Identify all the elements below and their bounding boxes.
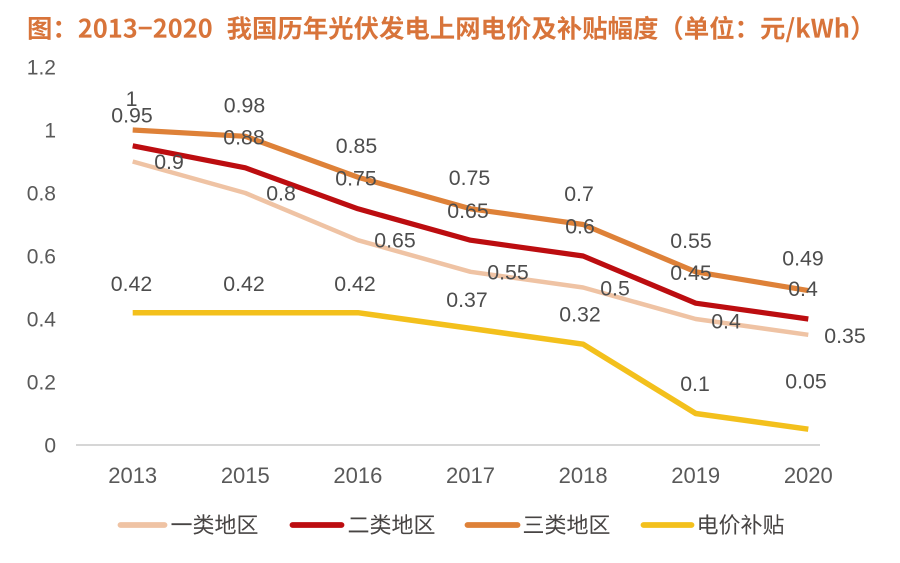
- svg-text:0.95: 0.95: [111, 103, 152, 127]
- svg-text:0.45: 0.45: [670, 261, 711, 285]
- svg-text:1.2: 1.2: [27, 57, 56, 80]
- svg-text:0.42: 0.42: [223, 272, 264, 296]
- svg-text:0.5: 0.5: [600, 277, 630, 301]
- svg-text:0.49: 0.49: [782, 247, 823, 271]
- svg-text:0.32: 0.32: [559, 303, 600, 327]
- svg-text:0.1: 0.1: [680, 372, 710, 396]
- svg-text:0.75: 0.75: [449, 166, 490, 190]
- svg-text:0.6: 0.6: [27, 246, 56, 269]
- svg-text:0.55: 0.55: [670, 229, 711, 253]
- svg-text:0.88: 0.88: [223, 126, 264, 150]
- svg-text:0.9: 0.9: [154, 150, 184, 174]
- svg-text:2016: 2016: [333, 463, 382, 488]
- svg-text:0.2: 0.2: [27, 372, 56, 395]
- svg-text:1: 1: [126, 87, 138, 111]
- svg-text:1: 1: [44, 120, 56, 143]
- svg-text:0.8: 0.8: [266, 182, 296, 206]
- svg-text:0.75: 0.75: [335, 167, 376, 191]
- svg-text:2013: 2013: [108, 463, 157, 488]
- svg-text:2017: 2017: [446, 463, 495, 488]
- svg-text:0.37: 0.37: [446, 288, 487, 312]
- svg-text:0.4: 0.4: [27, 309, 57, 332]
- svg-text:2019: 2019: [671, 463, 720, 488]
- svg-text:2018: 2018: [559, 463, 608, 488]
- svg-text:0.42: 0.42: [334, 272, 375, 296]
- svg-text:0.05: 0.05: [785, 370, 826, 394]
- svg-text:0.8: 0.8: [27, 183, 56, 206]
- svg-text:0.42: 0.42: [111, 272, 152, 296]
- svg-text:2020: 2020: [784, 463, 833, 488]
- svg-text:0.98: 0.98: [224, 93, 265, 117]
- svg-text:0.6: 0.6: [565, 215, 595, 239]
- svg-text:0.4: 0.4: [788, 277, 818, 301]
- svg-text:0: 0: [44, 435, 56, 458]
- svg-text:0.85: 0.85: [336, 134, 377, 158]
- svg-text:0.65: 0.65: [374, 229, 415, 253]
- svg-text:0.65: 0.65: [447, 199, 488, 223]
- svg-text:0.7: 0.7: [564, 182, 594, 206]
- svg-text:0.55: 0.55: [487, 261, 528, 285]
- svg-text:0.4: 0.4: [711, 310, 741, 334]
- svg-text:0.35: 0.35: [824, 324, 865, 348]
- svg-text:2015: 2015: [221, 463, 270, 488]
